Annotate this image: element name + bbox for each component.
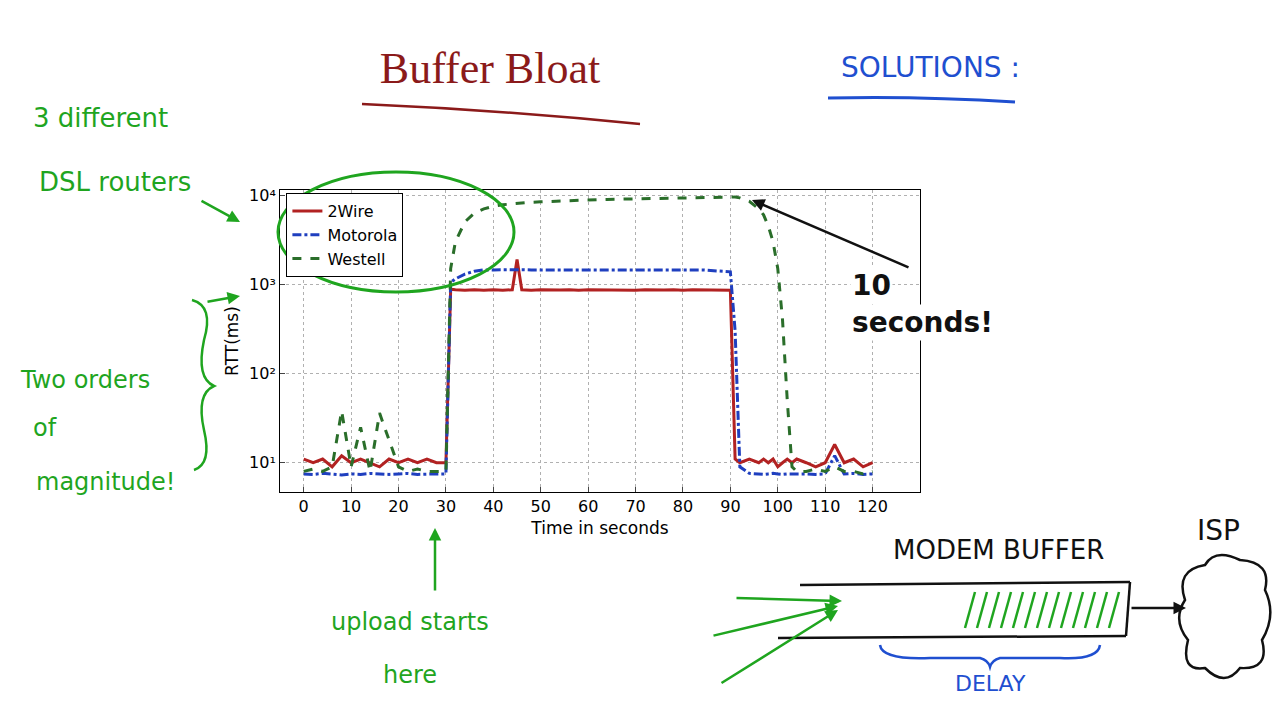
svg-text:10²: 10² (249, 364, 276, 383)
svg-text:100: 100 (763, 497, 794, 516)
svg-text:SOLUTIONS :: SOLUTIONS : (841, 51, 1020, 84)
svg-text:DSL routers: DSL routers (39, 167, 191, 197)
svg-text:20: 20 (388, 497, 408, 516)
svg-text:Westell: Westell (327, 250, 385, 269)
svg-text:40: 40 (483, 497, 503, 516)
svg-text:110: 110 (810, 497, 841, 516)
svg-text:10: 10 (852, 269, 891, 302)
svg-text:50: 50 (531, 497, 551, 516)
svg-text:Two orders: Two orders (20, 366, 150, 394)
svg-text:seconds!: seconds! (852, 306, 993, 339)
svg-text:magnitude!: magnitude! (36, 468, 175, 496)
svg-text:0: 0 (299, 497, 309, 516)
svg-text:70: 70 (625, 497, 645, 516)
svg-text:Time in seconds: Time in seconds (530, 518, 669, 538)
svg-text:2Wire: 2Wire (327, 202, 373, 221)
svg-text:10⁴: 10⁴ (249, 186, 276, 205)
svg-text:here: here (383, 661, 437, 689)
svg-text:80: 80 (673, 497, 693, 516)
svg-text:RTT(ms): RTT(ms) (222, 306, 242, 376)
svg-text:of: of (33, 414, 57, 442)
svg-text:10³: 10³ (249, 275, 276, 294)
svg-text:Motorola: Motorola (327, 226, 397, 245)
svg-text:10: 10 (341, 497, 361, 516)
svg-text:10¹: 10¹ (249, 453, 276, 472)
svg-text:DELAY: DELAY (955, 671, 1026, 696)
svg-text:120: 120 (857, 497, 888, 516)
svg-text:Buffer Bloat: Buffer Bloat (380, 44, 600, 93)
svg-text:3 different: 3 different (33, 103, 168, 133)
svg-text:ISP: ISP (1197, 514, 1240, 547)
svg-text:90: 90 (720, 497, 740, 516)
svg-text:60: 60 (578, 497, 598, 516)
svg-text:upload starts: upload starts (331, 608, 489, 636)
svg-text:MODEM BUFFER: MODEM BUFFER (893, 535, 1104, 565)
svg-text:30: 30 (436, 497, 456, 516)
